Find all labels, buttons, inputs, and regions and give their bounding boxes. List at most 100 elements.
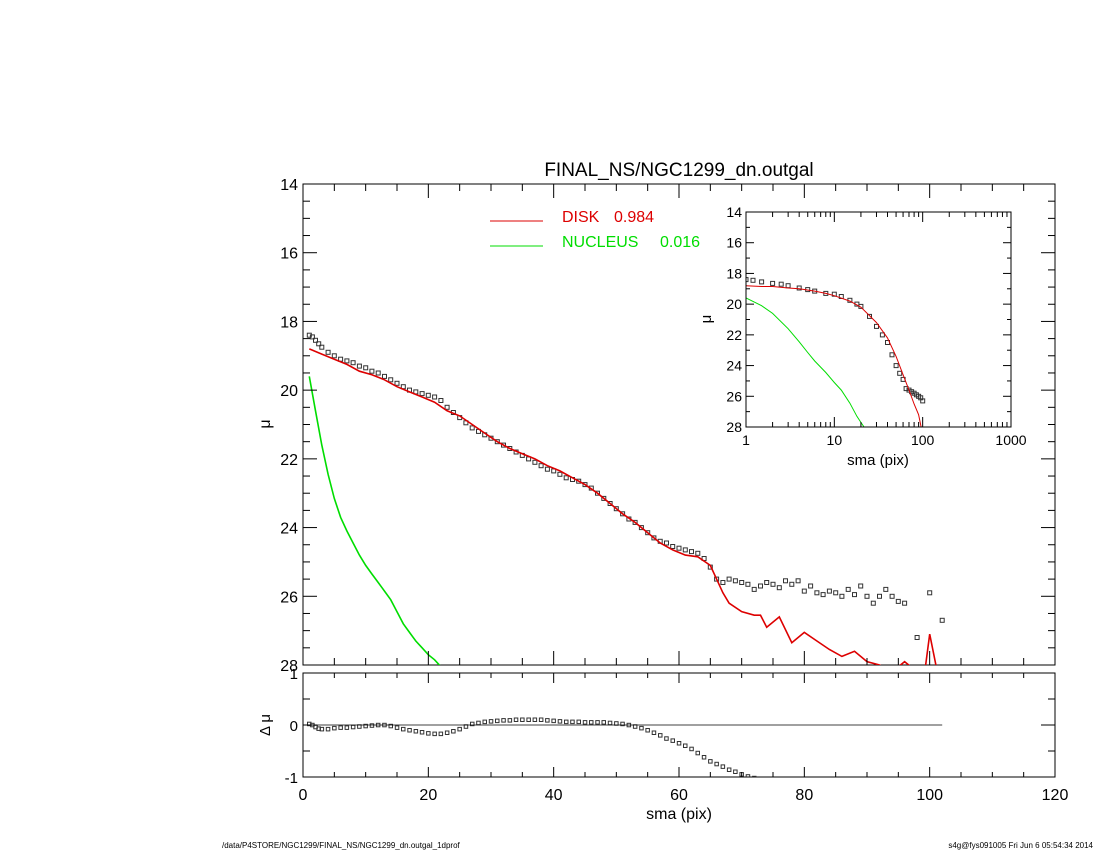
main-data-point xyxy=(739,580,745,585)
inset-x-tick-label: 1 xyxy=(742,432,750,448)
main-data-point xyxy=(316,341,322,347)
residual-data-point xyxy=(526,717,531,722)
residual-data-point xyxy=(651,730,657,735)
residual-data-point xyxy=(488,719,494,724)
residual-data-point xyxy=(476,720,481,726)
inset-data-point xyxy=(874,323,879,329)
footer-user-date: s4g@fys091005 Fri Jun 6 05:54:34 2014 xyxy=(948,841,1093,850)
residual-data-point xyxy=(407,728,412,733)
main-y-tick-label: 26 xyxy=(280,589,298,606)
main-data-point xyxy=(714,576,720,582)
residual-data-point xyxy=(695,750,700,756)
main-data-point xyxy=(576,478,582,484)
residual-y-axis-label: Δ μ xyxy=(257,714,274,736)
residual-data-point xyxy=(350,724,356,730)
residual-data-point xyxy=(557,719,563,724)
main-data-point xyxy=(607,501,613,506)
inset-line-disk xyxy=(746,285,922,427)
main-data-point xyxy=(670,544,676,549)
main-y-axis-label: μ xyxy=(257,419,274,428)
main-data-point xyxy=(845,586,851,592)
inset-data-point xyxy=(893,363,899,369)
main-data-point xyxy=(789,581,795,587)
main-data-point xyxy=(833,590,839,596)
main-data-point xyxy=(664,540,669,546)
residual-data-point xyxy=(759,778,763,782)
residual-data-point xyxy=(513,717,519,722)
residual-data-point xyxy=(676,741,682,746)
residual-data-point xyxy=(570,719,575,725)
residual-data-point xyxy=(432,731,437,737)
main-data-point xyxy=(388,377,394,383)
main-data-point xyxy=(914,635,920,640)
residual-data-point xyxy=(752,775,757,777)
residual-data-point xyxy=(771,779,775,783)
main-data-point xyxy=(814,590,820,596)
residual-data-point xyxy=(520,717,525,722)
main-data-point xyxy=(852,592,857,598)
legend-value-nucleus: 0.016 xyxy=(660,234,700,251)
x-tick-label: 40 xyxy=(545,787,563,804)
main-data-point xyxy=(544,466,550,472)
main-data-point xyxy=(419,391,425,397)
residual-data-point xyxy=(438,731,444,737)
residual-data-point xyxy=(689,746,694,752)
main-data-point xyxy=(808,583,814,589)
inset-data-point xyxy=(889,352,895,358)
residual-data-point xyxy=(582,720,588,725)
main-data-point xyxy=(770,581,776,587)
main-data-point xyxy=(927,590,933,596)
residual-data-point xyxy=(426,731,431,736)
legend-label-nucleus: NUCLEUS xyxy=(562,234,638,251)
main-data-point xyxy=(601,495,607,501)
x-tick-label: 0 xyxy=(299,787,308,804)
residual-data-point xyxy=(664,736,669,741)
inset-y-tick-label: 24 xyxy=(726,358,742,374)
residual-data-point xyxy=(413,729,419,734)
residual-data-point xyxy=(457,726,462,732)
main-data-point xyxy=(494,439,500,445)
main-data-point xyxy=(883,586,889,592)
inset-line-nucleus xyxy=(746,297,865,427)
main-data-point xyxy=(689,549,694,555)
main-y-tick-label: 20 xyxy=(280,383,298,400)
main-data-point xyxy=(783,578,788,584)
residual-data-point xyxy=(607,720,613,726)
main-data-point xyxy=(369,368,375,374)
main-data-point xyxy=(382,373,387,379)
main-data-point xyxy=(720,580,726,585)
residual-data-point xyxy=(670,738,675,743)
inset-y-tick-label: 18 xyxy=(726,265,742,281)
inset-data-point xyxy=(750,277,756,283)
main-ticks: 14 16 18 20 22 24 26 28 xyxy=(280,177,1056,675)
main-data-point xyxy=(695,550,701,556)
main-data-point xyxy=(676,545,682,551)
main-y-tick-label: 14 xyxy=(280,177,298,194)
residual-data-point xyxy=(589,720,594,725)
residual-data-point xyxy=(470,721,475,727)
residual-data-point xyxy=(658,733,663,738)
residual-data-point xyxy=(683,743,688,748)
residual-data-point xyxy=(338,725,343,730)
main-line-nucleus xyxy=(308,376,441,665)
legend: DISK 0.984 NUCLEUS 0.016 xyxy=(490,209,700,251)
main-data-point xyxy=(319,344,325,350)
inset-y-tick-label: 26 xyxy=(726,388,742,404)
main-data-point xyxy=(726,576,732,582)
residual-data-point xyxy=(325,726,331,732)
main-data-point xyxy=(344,358,350,364)
main-data-point xyxy=(826,588,832,594)
main-data-point xyxy=(394,380,400,386)
x-tick-label: 80 xyxy=(795,787,813,804)
residual-data-point xyxy=(344,725,350,730)
residual-data-point xyxy=(332,725,337,731)
main-panel: 14 16 18 20 22 24 26 28 μ xyxy=(257,177,1056,675)
residual-data-point xyxy=(601,720,606,725)
inset-x-axis-label: sma (pix) xyxy=(847,452,909,469)
residual-y-tick-label: -1 xyxy=(285,770,298,787)
main-data-point xyxy=(613,506,619,512)
main-marks xyxy=(306,332,945,665)
inset-x-tick-label: 10 xyxy=(827,432,843,448)
main-data-point xyxy=(939,617,945,623)
